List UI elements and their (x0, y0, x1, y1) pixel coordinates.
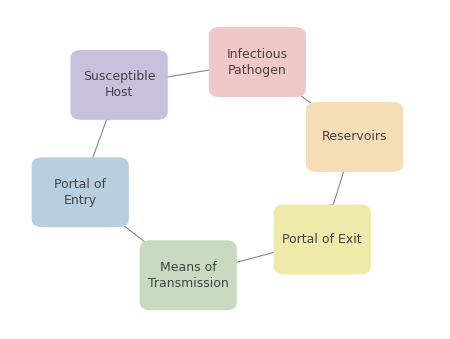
FancyBboxPatch shape (71, 50, 168, 120)
FancyBboxPatch shape (209, 27, 306, 97)
FancyBboxPatch shape (274, 204, 371, 275)
FancyBboxPatch shape (306, 102, 403, 172)
Text: Reservoirs: Reservoirs (322, 131, 387, 143)
Text: Infectious
Pathogen: Infectious Pathogen (227, 47, 288, 77)
Text: Portal of
Entry: Portal of Entry (54, 178, 106, 207)
FancyBboxPatch shape (32, 157, 129, 227)
Text: Portal of Exit: Portal of Exit (283, 233, 362, 246)
Text: Susceptible
Host: Susceptible Host (83, 71, 155, 99)
Text: Means of
Transmission: Means of Transmission (148, 261, 229, 290)
FancyBboxPatch shape (140, 240, 237, 310)
